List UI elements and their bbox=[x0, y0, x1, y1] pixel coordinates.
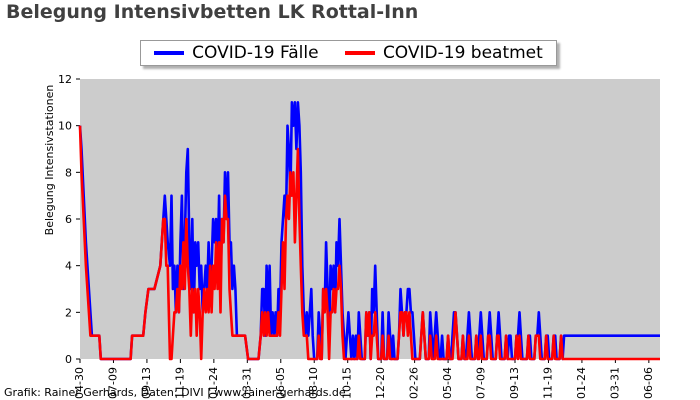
y-tick-label-4: 8 bbox=[65, 166, 72, 179]
legend-swatch-beatmet bbox=[344, 51, 375, 55]
x-tick-label-16: 03-31 bbox=[608, 367, 621, 399]
x-tick-label-1: 07-09 bbox=[106, 367, 119, 399]
x-tick-label-13: 09-13 bbox=[508, 367, 521, 399]
y-tick-label-6: 12 bbox=[58, 73, 72, 86]
x-tick-label-2: 09-13 bbox=[140, 367, 153, 399]
x-tick-label-3: 11-19 bbox=[173, 367, 186, 399]
legend-swatch-faelle bbox=[154, 51, 185, 55]
x-tick-label-10: 02-26 bbox=[408, 367, 421, 399]
x-tick-label-17: 06-06 bbox=[642, 367, 655, 399]
y-tick-label-1: 2 bbox=[65, 306, 72, 319]
x-tick-label-11: 05-04 bbox=[441, 367, 454, 399]
y-axis-label: Belegung Intensivstationen bbox=[43, 85, 56, 236]
x-tick-label-12: 07-09 bbox=[475, 367, 488, 399]
x-tick-label-0: 04-30 bbox=[73, 367, 86, 399]
x-tick-label-9: 12-20 bbox=[374, 367, 387, 399]
credit-footer: Grafik: Rainer Gerhards, Daten: DIVI | w… bbox=[4, 386, 346, 399]
x-tick-label-15: 01-24 bbox=[575, 367, 588, 399]
legend: COVID-19 Fälle COVID-19 beatmet bbox=[140, 40, 557, 66]
x-tick-label-14: 11-19 bbox=[541, 367, 554, 399]
x-tick-label-5: 03-31 bbox=[240, 367, 253, 399]
y-axis: 0 2 4 6 8 10 12 bbox=[58, 73, 80, 366]
y-tick-label-2: 4 bbox=[65, 260, 72, 273]
x-tick-label-6: 06-05 bbox=[274, 367, 287, 399]
series-layer bbox=[78, 101, 660, 361]
legend-entry-beatmet: COVID-19 beatmet bbox=[344, 43, 543, 63]
chart-title: Belegung Intensivbetten LK Rottal-Inn bbox=[6, 1, 419, 23]
legend-label-faelle: COVID-19 Fälle bbox=[192, 43, 319, 63]
y-tick-label-3: 6 bbox=[65, 213, 72, 226]
y-tick-label-5: 10 bbox=[58, 120, 72, 133]
legend-entry-faelle: COVID-19 Fälle bbox=[154, 43, 319, 63]
x-tick-label-7: 08-10 bbox=[307, 367, 320, 399]
x-tick-label-4: 01-24 bbox=[207, 367, 220, 399]
y-tick-label-0: 0 bbox=[65, 353, 72, 366]
x-tick-label-8: 10-15 bbox=[341, 367, 354, 399]
series-line-beatmet bbox=[78, 125, 660, 361]
legend-label-beatmet: COVID-19 beatmet bbox=[382, 43, 543, 63]
